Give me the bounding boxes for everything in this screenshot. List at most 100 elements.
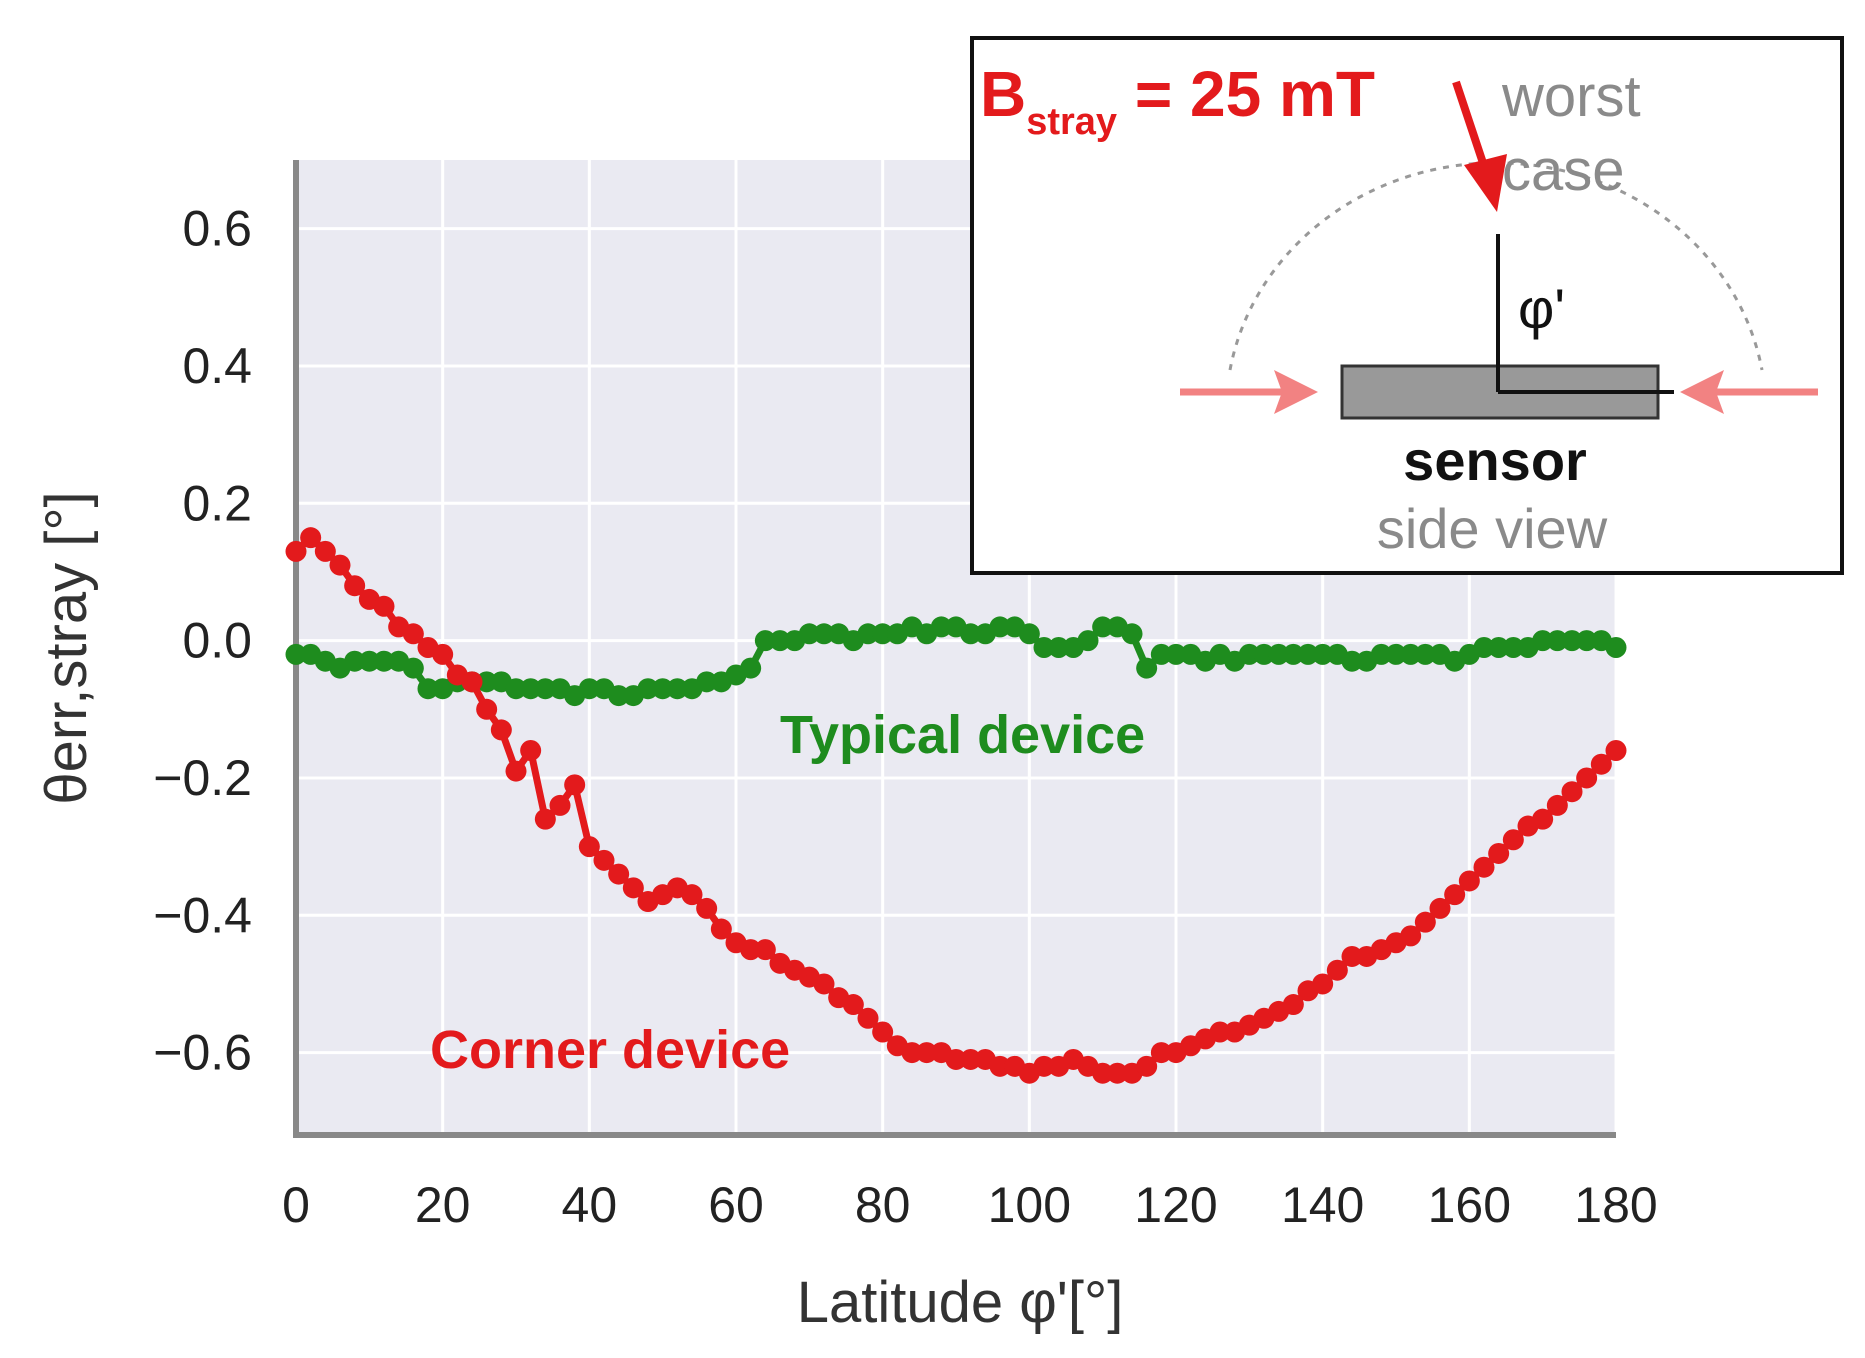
data-point xyxy=(1033,1055,1055,1077)
data-point xyxy=(1077,630,1099,652)
data-point xyxy=(1429,897,1451,919)
data-point xyxy=(373,595,395,617)
data-point xyxy=(1297,643,1319,665)
data-point xyxy=(1605,739,1627,761)
inset-frame xyxy=(970,36,1844,575)
left-field-arrow-icon xyxy=(1274,370,1318,414)
data-point xyxy=(740,657,762,679)
data-point xyxy=(1282,643,1304,665)
data-point xyxy=(901,1042,923,1064)
data-point xyxy=(476,698,498,720)
data-point xyxy=(857,623,879,645)
data-point xyxy=(960,1048,982,1070)
data-point xyxy=(285,540,307,562)
data-point xyxy=(754,630,776,652)
y-tick-labels: 0.6 0.4 0.2 0.0 −0.2 −0.4 −0.6 xyxy=(153,201,252,1081)
data-point xyxy=(520,739,542,761)
right-field-arrow-icon xyxy=(1680,370,1724,414)
y-tick-label: 0.2 xyxy=(182,475,252,531)
stray-field-arrow-icon xyxy=(1464,154,1507,212)
data-point xyxy=(696,897,718,919)
data-point xyxy=(1385,643,1407,665)
data-point xyxy=(1590,753,1612,775)
stray-field-subscript: stray xyxy=(1026,101,1117,143)
x-tick-label: 160 xyxy=(1428,1177,1511,1233)
angle-label: φ' xyxy=(1518,277,1565,340)
series-typical-points xyxy=(285,616,1627,707)
typical-device-label: Typical device xyxy=(780,705,1145,765)
data-point xyxy=(1605,637,1627,658)
x-tick-label: 60 xyxy=(708,1177,764,1233)
x-tick-label: 100 xyxy=(988,1177,1071,1233)
stray-field-arrow-shaft xyxy=(1452,80,1490,174)
data-point xyxy=(461,671,483,693)
data-point xyxy=(1238,643,1260,665)
data-point xyxy=(1370,643,1392,665)
data-point xyxy=(1253,643,1275,665)
data-point xyxy=(534,808,556,830)
data-point xyxy=(1532,630,1554,652)
data-point xyxy=(1414,643,1436,665)
data-point xyxy=(1561,630,1583,652)
data-point xyxy=(710,918,732,940)
data-point xyxy=(1136,1055,1158,1077)
x-tick-label: 20 xyxy=(415,1177,471,1233)
data-point xyxy=(637,678,659,700)
data-point xyxy=(358,650,380,672)
data-point xyxy=(1136,657,1158,679)
data-point xyxy=(857,1007,879,1029)
data-point xyxy=(989,616,1011,638)
y-tick-label: −0.6 xyxy=(153,1025,252,1081)
data-point xyxy=(1473,856,1495,878)
x-axis-label: Latitude φ'[°] xyxy=(797,1270,1124,1335)
data-point xyxy=(578,678,600,700)
data-point xyxy=(1576,630,1598,652)
data-point xyxy=(1502,829,1524,851)
corner-device-label: Corner device xyxy=(430,1020,790,1080)
data-point xyxy=(564,774,586,796)
data-point xyxy=(1106,1062,1128,1084)
data-point xyxy=(1092,1062,1114,1084)
data-point xyxy=(300,527,322,549)
data-point xyxy=(696,671,718,693)
x-tick-label: 40 xyxy=(562,1177,618,1233)
data-point xyxy=(1209,1021,1231,1043)
data-point xyxy=(652,678,674,700)
data-point xyxy=(344,650,366,672)
data-point xyxy=(813,623,835,645)
data-point xyxy=(754,939,776,961)
y-axis-label: θerr,stray [°] xyxy=(34,491,99,804)
data-point xyxy=(476,671,498,693)
data-point xyxy=(490,719,512,741)
data-point xyxy=(285,643,307,665)
data-point xyxy=(1473,637,1495,658)
data-point xyxy=(1502,637,1524,658)
data-point xyxy=(608,863,630,885)
x-tick-label: 120 xyxy=(1134,1177,1217,1233)
y-tick-label: −0.4 xyxy=(153,887,252,943)
y-tick-label: 0.0 xyxy=(182,613,252,669)
data-point xyxy=(960,623,982,645)
data-point xyxy=(1033,637,1055,658)
data-point xyxy=(1546,794,1568,816)
data-point xyxy=(1282,994,1304,1016)
data-point xyxy=(842,994,864,1016)
data-point xyxy=(1150,1042,1172,1064)
data-point xyxy=(534,678,556,700)
x-tick-label: 140 xyxy=(1281,1177,1364,1233)
data-point xyxy=(769,630,791,652)
data-point xyxy=(740,939,762,961)
y-tick-label: 0.6 xyxy=(182,201,252,257)
stray-field-value: = 25 mT xyxy=(1117,58,1375,130)
data-point xyxy=(1400,643,1422,665)
data-point xyxy=(608,685,630,707)
sensor-label: sensor xyxy=(1403,429,1587,492)
data-point xyxy=(1400,925,1422,947)
side-view-label: side view xyxy=(1377,497,1608,560)
data-point xyxy=(1576,767,1598,789)
data-point xyxy=(1414,911,1436,933)
data-point xyxy=(578,836,600,858)
data-point xyxy=(989,1055,1011,1077)
data-point xyxy=(1150,643,1172,665)
data-point xyxy=(1488,842,1510,864)
